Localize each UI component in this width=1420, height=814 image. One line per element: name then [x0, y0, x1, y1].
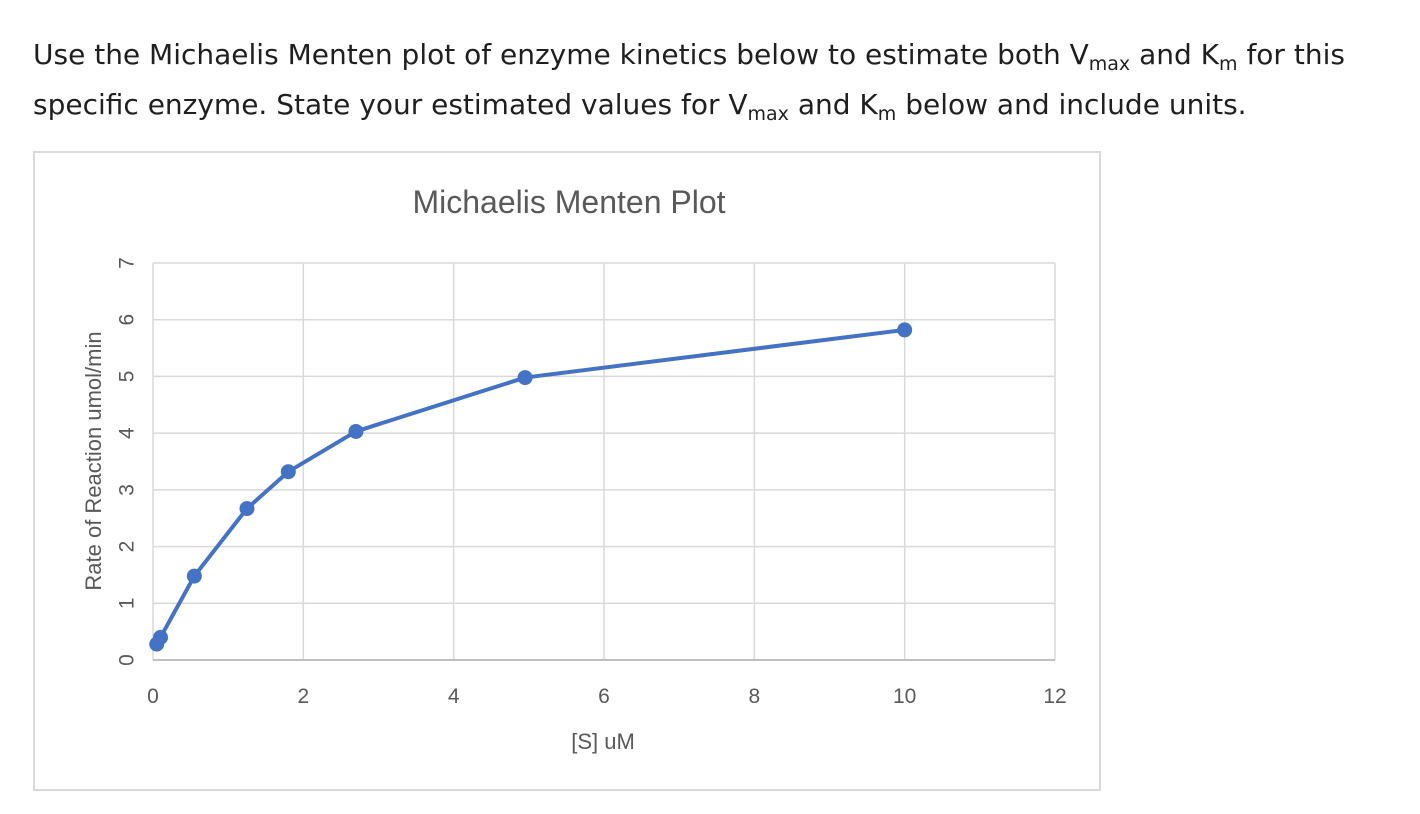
y-tick-label: 5 [116, 371, 139, 383]
question-text-segment: and K [1130, 38, 1220, 71]
subscript-max: max [747, 103, 789, 125]
chart-container: Michaelis Menten Plot 0 2 4 6 8 10 12 0 1 2 3 4 5 6 7 … [33, 151, 1101, 791]
x-tick-label: 4 [448, 685, 460, 708]
x-tick-label: 0 [147, 685, 159, 708]
michaelis-menten-chart: Michaelis Menten Plot 0 2 4 6 8 10 1201234567 … [81, 184, 1067, 754]
x-tick-label: 6 [598, 685, 610, 708]
data-point [186, 568, 202, 584]
y-tick-label: 6 [116, 314, 139, 326]
question-text-segment: below and include units. [896, 88, 1247, 121]
y-tick-label: 0 [116, 654, 139, 666]
data-point [517, 370, 533, 386]
chart-title: Michaelis Menten Plot [412, 184, 725, 220]
y-tick-label: 2 [116, 541, 139, 553]
series-line [155, 327, 905, 646]
y-tick-label: 7 [116, 257, 139, 269]
question-text: Use the Michaelis Menten plot of enzyme … [33, 30, 1403, 130]
subscript-m: m [877, 103, 897, 125]
question-text-segment: and K [788, 88, 878, 121]
x-tick-label: 8 [748, 685, 760, 708]
question-text-segment: specific enzyme. State your estimated va… [33, 88, 748, 121]
question-line-2: specific enzyme. State your estimated va… [33, 80, 1403, 130]
y-tick-label: 3 [116, 484, 139, 496]
subscript-m: m [1219, 53, 1238, 75]
x-tick-label: 10 [893, 685, 916, 708]
data-point [153, 629, 169, 645]
x-tick-label: 2 [297, 685, 309, 708]
grid [152, 262, 1056, 661]
y-axis-title: Rate of Reaction umol/min [81, 331, 106, 590]
subscript-max: max [1088, 53, 1131, 75]
y-tick-label: 4 [116, 427, 139, 439]
data-point [239, 501, 255, 517]
question-line-1: Use the Michaelis Menten plot of enzyme … [33, 30, 1403, 80]
x-tick-label: 12 [1043, 685, 1066, 708]
data-point [280, 464, 296, 480]
question-text-segment: Use the Michaelis Menten plot of enzyme … [33, 38, 1089, 71]
x-axis-title: [S] uM [571, 729, 635, 754]
data-point [348, 423, 364, 439]
data-point [897, 322, 913, 338]
data-series [149, 322, 913, 652]
question-text-segment: for this [1237, 38, 1345, 71]
y-tick-label: 1 [116, 597, 139, 609]
